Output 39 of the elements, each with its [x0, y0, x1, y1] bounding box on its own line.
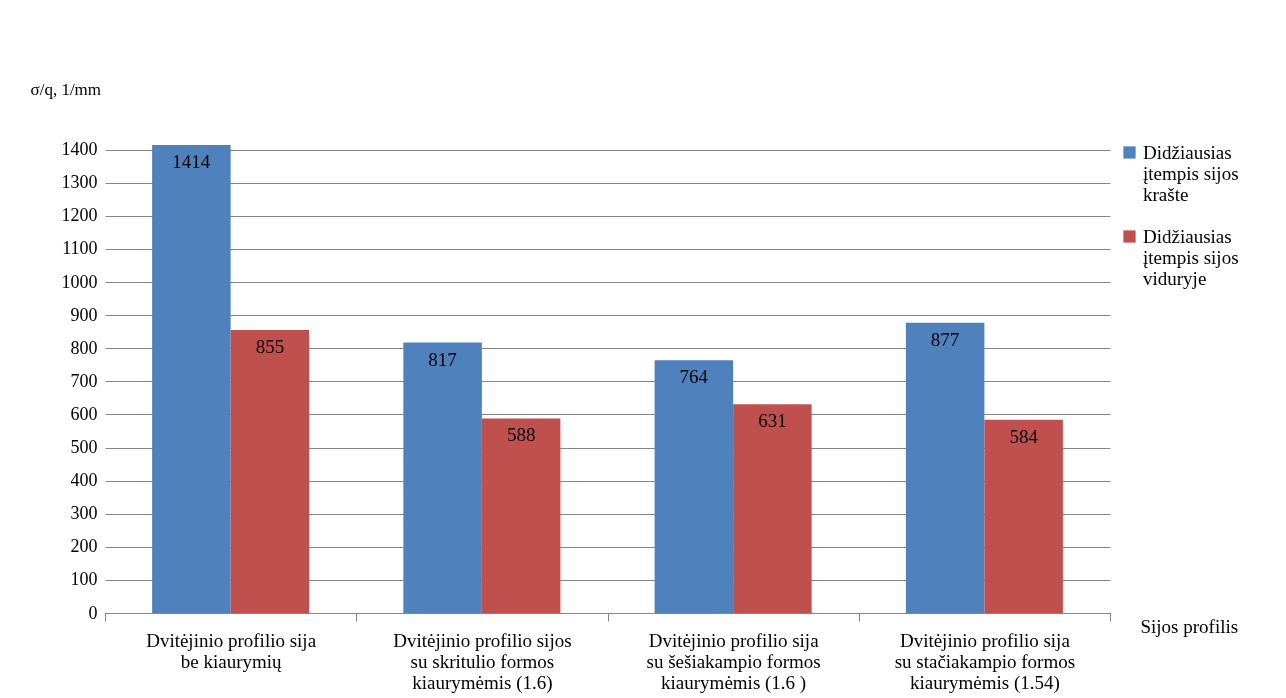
data-label: 855 [255, 336, 285, 358]
bar [403, 342, 482, 613]
y-tick-label: 800 [70, 337, 98, 358]
bar [152, 144, 231, 613]
x-tick-label: Dvitėjinio profilio sija su šešiakampio formos kiaurymėmis (1.6 ) [646, 629, 821, 694]
x-axis-title: Sijos profilis [1140, 615, 1239, 637]
data-label: 631 [758, 410, 787, 432]
x-tick-label: Dvitėjinio profilio sija su stačiakampio formos kiaurymėmis (1.54) [894, 629, 1076, 694]
y-tick-label: 1200 [61, 205, 98, 226]
y-tick-label: 400 [70, 470, 98, 491]
y-axis-title: σ/q, 1/mm [30, 79, 102, 99]
data-label: 584 [1009, 425, 1039, 447]
y-tick-label: 600 [70, 403, 98, 424]
bar [230, 330, 310, 613]
bar [984, 419, 1063, 613]
data-label: 764 [679, 366, 709, 388]
data-label: 817 [428, 348, 457, 370]
y-tick-label: 1100 [62, 238, 98, 259]
y-tick-label: 500 [70, 437, 98, 458]
y-tick-label: 100 [70, 569, 98, 590]
x-tick-label: Dvitėjinio profilio sijos su skritulio formos kiaurymėmis (1.6) [393, 629, 572, 694]
y-tick-label: 300 [70, 503, 98, 524]
bar [733, 404, 812, 613]
bar [481, 418, 561, 613]
y-tick-label: 0 [88, 602, 98, 623]
y-tick-label: 900 [70, 304, 98, 325]
y-tick-label: 200 [70, 536, 98, 557]
legend-label: Didžiausias įtempis sijos krašte [1143, 141, 1239, 205]
data-label: 1414 [172, 150, 211, 172]
y-tick-label: 1400 [61, 139, 98, 160]
y-tick-label: 1000 [61, 271, 98, 292]
data-label: 588 [506, 424, 536, 446]
bar [654, 360, 734, 613]
bar [905, 322, 985, 613]
x-tick-label: Dvitėjinio profilio sija be kiaurymių [146, 629, 317, 672]
data-label: 877 [930, 328, 960, 350]
y-tick-label: 700 [70, 370, 98, 391]
y-tick-label: 1300 [61, 172, 98, 193]
legend-label: Didžiausias įtempis sijos viduryje [1143, 225, 1239, 289]
